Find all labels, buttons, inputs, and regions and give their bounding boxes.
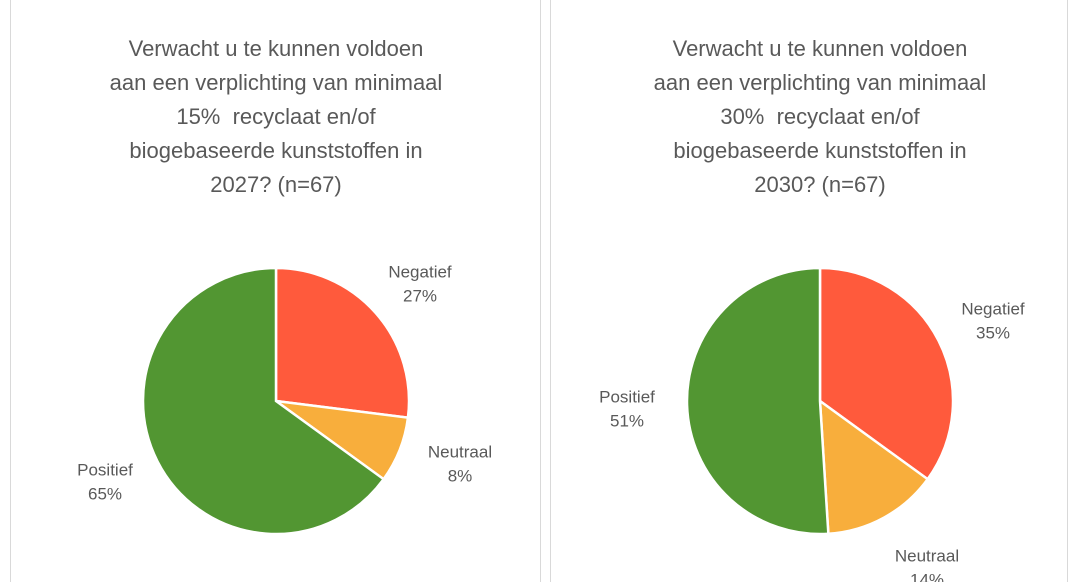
slice-category-label: Negatief bbox=[388, 262, 452, 281]
slice-category-label: Neutraal bbox=[895, 546, 959, 565]
pie-slice bbox=[685, 266, 830, 536]
pie-slice bbox=[141, 266, 386, 536]
chart-title: 2027? (n=67) bbox=[210, 172, 342, 197]
chart-title: 2030? (n=67) bbox=[754, 172, 886, 197]
slice-category-label: Neutraal bbox=[428, 442, 492, 461]
slice-value-label: 65% bbox=[88, 484, 122, 503]
pie-slice bbox=[818, 266, 955, 481]
chart-title: biogebaseerde kunststoffen in bbox=[673, 138, 966, 163]
slice-value-label: 27% bbox=[403, 286, 437, 305]
slice-category-label: Positief bbox=[77, 460, 133, 479]
chart-title: aan een verplichting van minimaal bbox=[110, 70, 443, 95]
slice-category-label: Negatief bbox=[961, 299, 1025, 318]
chart-title: aan een verplichting van minimaal bbox=[654, 70, 987, 95]
slice-value-label: 14% bbox=[910, 570, 944, 582]
slice-value-label: 8% bbox=[448, 466, 473, 485]
chart-title: biogebaseerde kunststoffen in bbox=[129, 138, 422, 163]
chart-title: 30% recyclaat en/of bbox=[720, 104, 920, 129]
slice-value-label: 35% bbox=[976, 323, 1010, 342]
chart-title: 15% recyclaat en/of bbox=[176, 104, 376, 129]
chart-title: Verwacht u te kunnen voldoen bbox=[673, 36, 968, 61]
slice-value-label: 51% bbox=[610, 411, 644, 430]
slice-category-label: Positief bbox=[599, 387, 655, 406]
pie-slice bbox=[818, 398, 930, 536]
chart-title: Verwacht u te kunnen voldoen bbox=[129, 36, 424, 61]
pie-slice bbox=[274, 266, 411, 420]
